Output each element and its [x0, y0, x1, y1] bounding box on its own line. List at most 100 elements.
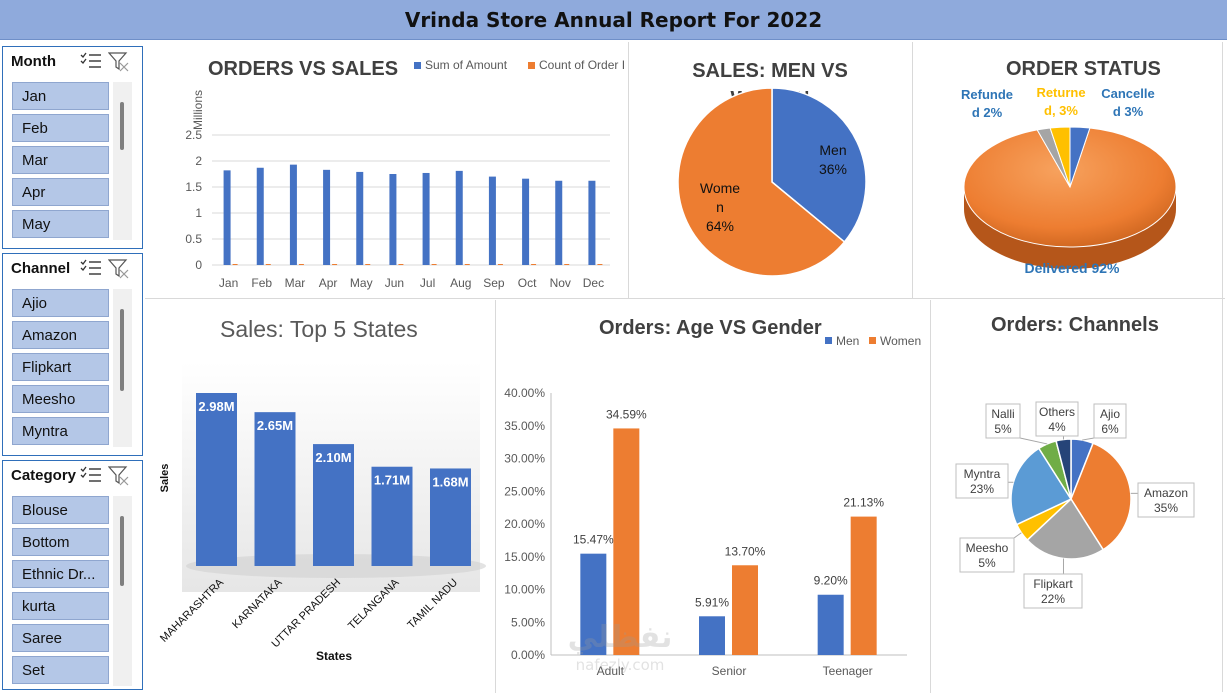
multi-select-icon[interactable]	[80, 52, 102, 70]
slicer-scrollbar-thumb[interactable]	[120, 309, 124, 391]
slicer-item-ethnic-dress[interactable]: Ethnic Dr...	[12, 560, 109, 588]
chart-title-line-1: SALES: MEN VS	[692, 60, 848, 82]
chart-title: Sales: Top 5 States	[220, 316, 418, 342]
slice-label-returned-line-2: d, 3%	[1044, 103, 1078, 118]
leader-line-meesho	[1013, 532, 1022, 539]
data-label-women-teenager: 21.13%	[843, 496, 884, 510]
bar-count-of-order-id-mar	[298, 264, 304, 265]
bar-women-adult	[613, 428, 640, 655]
channels-pie-plot: Ajio6%Amazon35%Flipkart22%Meesho5%Myntra…	[955, 401, 1195, 609]
slicer-item-ajio[interactable]: Ajio	[12, 289, 109, 317]
slicer-item-amazon[interactable]: Amazon	[12, 321, 109, 349]
slicer-item-myntra[interactable]: Myntra	[12, 417, 109, 445]
slicer-scrollbar-thumb[interactable]	[120, 516, 124, 586]
slicer-item-blouse[interactable]: Blouse	[12, 496, 109, 524]
month-slicer-title: Month	[11, 52, 56, 70]
bar-count-of-order-id-aug	[464, 264, 470, 265]
age-vs-gender-chart[interactable]: Orders: Age VS Gender 0.00% 5.00% 10.00% 15…	[497, 300, 929, 690]
label-box-ajio	[1093, 403, 1127, 439]
slice-label-women-line-1: Wome	[700, 180, 740, 196]
bar-count-of-order-id-feb	[265, 264, 271, 265]
slice-label-meesho: Meesho	[966, 541, 1009, 555]
data-label-telangana: 1.71M	[374, 473, 410, 488]
slicer-item-may[interactable]: May	[12, 210, 109, 238]
report-title-bar: Vrinda Store Annual Report For 2022	[0, 0, 1227, 40]
y-tick-label: 40.00%	[504, 386, 545, 400]
slicer-item-meesho[interactable]: Meesho	[12, 385, 109, 413]
slicer-item-flipkart[interactable]: Flipkart	[12, 353, 109, 381]
label-box-myntra	[955, 463, 1009, 499]
slice-label-cancelled-line-1: Cancelle	[1101, 86, 1154, 101]
leader-line-ajio	[1082, 437, 1095, 441]
bar-men-teenager	[817, 594, 844, 655]
bar-maharashtra	[196, 393, 237, 566]
bar-sum-of-amount-sep	[488, 176, 496, 265]
slicer-item-feb[interactable]: Feb	[12, 114, 109, 142]
clear-filter-icon[interactable]	[108, 466, 130, 486]
category-slicer-header: Category	[3, 461, 142, 489]
slice-value-ajio: 6%	[1101, 422, 1119, 436]
slice-value-meesho: 5%	[978, 556, 996, 570]
slicer-scrollbar[interactable]	[113, 496, 132, 686]
label-box-nalli	[985, 403, 1021, 439]
top-5-states-chart[interactable]: Sales: Top 5 States 2.98M MAHARASHTRA 2.65…	[146, 300, 494, 690]
slicer-scrollbar[interactable]	[113, 289, 132, 447]
pie-slice-women	[677, 87, 846, 277]
bar-count-of-order-id-apr	[332, 264, 338, 265]
y-tick-label: 1	[195, 206, 202, 220]
orders-channels-chart[interactable]: Orders: Channels Ajio 6% Amazon 35% Flipkart…	[932, 300, 1221, 690]
bar-count-of-order-id-nov	[564, 264, 570, 265]
legend-swatch-men	[825, 337, 832, 344]
bar-sum-of-amount-apr	[323, 169, 331, 265]
bar-men-senior	[699, 616, 725, 655]
slicer-scrollbar-thumb[interactable]	[120, 102, 124, 150]
y-tick-label: 10.00%	[504, 583, 545, 597]
pie-slice-amazon	[1070, 442, 1132, 551]
slicer-item-jan[interactable]: Jan	[12, 82, 109, 110]
label-box-meesho	[959, 537, 1015, 573]
slicer-item-set[interactable]: Set	[12, 656, 109, 684]
legend-label-men: Men	[836, 334, 859, 348]
y-axis-label: Sales	[159, 464, 171, 493]
bar-uttar-pradesh	[313, 444, 354, 566]
data-label-men-teenager: 9.20%	[814, 574, 848, 588]
order-status-chart[interactable]: ORDER STATUS Delivered 92% Refunde d 2% Ret…	[914, 42, 1220, 297]
bar-sum-of-amount-aug	[455, 170, 463, 265]
legend-swatch-women	[869, 337, 876, 344]
slicer-item-bottom[interactable]: Bottom	[12, 528, 109, 556]
slicer-item-saree[interactable]: Saree	[12, 624, 109, 652]
multi-select-icon[interactable]	[80, 466, 102, 484]
y-unit-label: Millions	[191, 90, 205, 130]
slice-label-men: Men	[819, 142, 846, 158]
slicer-item-apr[interactable]: Apr	[12, 178, 109, 206]
slicer-scrollbar[interactable]	[113, 82, 132, 240]
legend-swatch-sum-of-amount	[414, 62, 421, 69]
clear-filter-icon[interactable]	[108, 52, 130, 72]
slicer-item-mar[interactable]: Mar	[12, 146, 109, 174]
bar-sum-of-amount-jun	[389, 174, 397, 265]
slice-label-refunded-line-1: Refunde	[961, 87, 1013, 102]
pie-slice-cancelled	[1069, 126, 1091, 188]
bar-count-of-order-id-jun	[398, 264, 404, 265]
slice-label-flipkart: Flipkart	[1033, 577, 1073, 591]
bar-sum-of-amount-mar	[289, 164, 297, 265]
multi-select-icon[interactable]	[80, 259, 102, 277]
y-tick-label: 0.00%	[511, 648, 545, 662]
legend-label-sum-of-amount: Sum of Amount	[425, 58, 508, 72]
category-slicer-title: Category	[11, 466, 77, 484]
slice-label-amazon: Amazon	[1144, 486, 1188, 500]
slice-label-ajio: Ajio	[1100, 407, 1120, 421]
bar-sum-of-amount-oct	[522, 178, 530, 265]
slice-label-others: Others	[1039, 405, 1075, 419]
slice-label-nalli: Nalli	[991, 407, 1014, 421]
y-tick-label: 25.00%	[504, 484, 545, 498]
orders-vs-sales-chart[interactable]: ORDERS VS SALES 0 0.5 1 1.5 2 2.5 Millions Jan F…	[146, 42, 626, 297]
slicer-item-kurta[interactable]: kurta	[12, 592, 109, 620]
bar-sum-of-amount-may	[356, 171, 364, 265]
clear-filter-icon[interactable]	[108, 259, 130, 279]
y-tick-label: 1.5	[185, 180, 202, 194]
channel-slicer-title: Channel	[11, 259, 71, 277]
top-states-plot: 2.98MMAHARASHTRA2.65MKARNATAKA2.10MUTTAR…	[158, 362, 486, 663]
